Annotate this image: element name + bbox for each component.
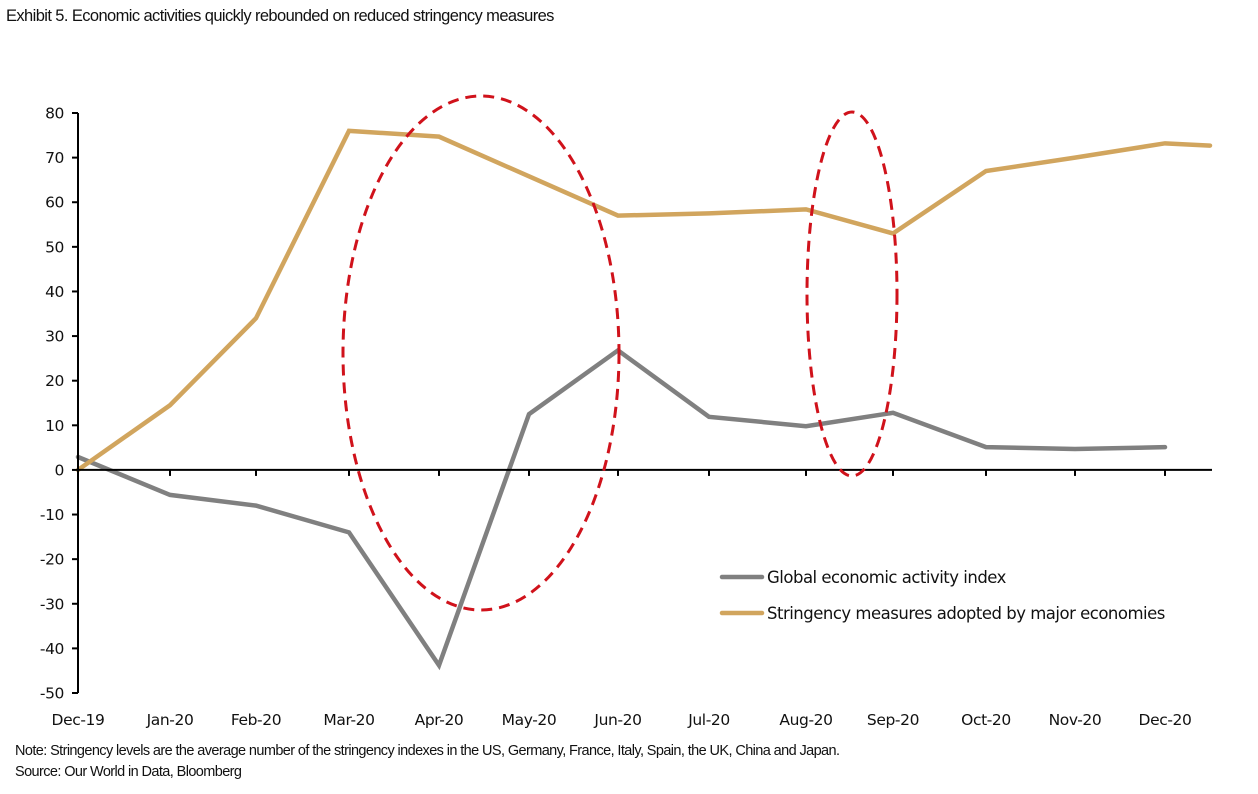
x-tick-label: Sep-20 <box>867 711 919 729</box>
y-tick-label: -50 <box>40 685 64 703</box>
series-layer <box>75 128 1213 671</box>
y-tick-label: 80 <box>45 105 64 123</box>
x-tick-label: May-20 <box>502 711 557 729</box>
stringency-line <box>75 128 1213 473</box>
y-tick-label: -40 <box>40 640 64 658</box>
x-tick-label: Apr-20 <box>415 711 464 729</box>
x-tick-label: Jun-20 <box>593 711 641 729</box>
highlight-ellipse-aug-sep <box>805 110 899 478</box>
y-tick-label: 30 <box>45 328 64 346</box>
y-tick-label: 70 <box>45 149 64 167</box>
y-tick-label: 50 <box>45 238 64 256</box>
legend-label-stringency: Stringency measures adopted by major eco… <box>767 604 1165 623</box>
x-tick-label: Aug-20 <box>779 711 832 729</box>
x-tick-label: Jan-20 <box>146 711 194 729</box>
y-tick-label: 60 <box>45 194 64 212</box>
y-tick-label: -10 <box>40 506 64 524</box>
chart-source: Source: Our World in Data, Bloomberg <box>15 764 242 780</box>
legend: Global economic activity index Stringenc… <box>719 568 1165 623</box>
axes-layer: 80 70 60 50 40 30 20 10 0 -10 -20 -30 -40 -50 Dec-19 Ja… <box>40 105 1212 729</box>
y-tick-label: -30 <box>40 595 64 613</box>
x-tick-label: Nov-20 <box>1049 711 1102 729</box>
x-tick-label: Dec-19 <box>52 711 105 729</box>
y-tick-label: 40 <box>45 283 64 301</box>
x-tick-label: Jul-20 <box>687 711 730 729</box>
x-tick-label: Dec-20 <box>1139 711 1192 729</box>
chart-note: Note: Stringency levels are the average … <box>15 743 840 759</box>
x-tick-label: Mar-20 <box>323 711 374 729</box>
y-tick-label: -20 <box>40 551 64 569</box>
x-tick-label: Oct-20 <box>961 711 1011 729</box>
y-tick-label: 20 <box>45 372 64 390</box>
legend-label-economic: Global economic activity index <box>767 568 1007 587</box>
x-tick-label: Feb-20 <box>231 711 281 729</box>
highlight-ellipse-mar-jun <box>341 94 621 612</box>
y-tick-label: 0 <box>55 461 64 479</box>
chart-title: Exhibit 5. Economic activities quickly r… <box>6 7 554 25</box>
y-tick-label: 10 <box>45 417 64 435</box>
annotation-layer <box>341 94 899 612</box>
